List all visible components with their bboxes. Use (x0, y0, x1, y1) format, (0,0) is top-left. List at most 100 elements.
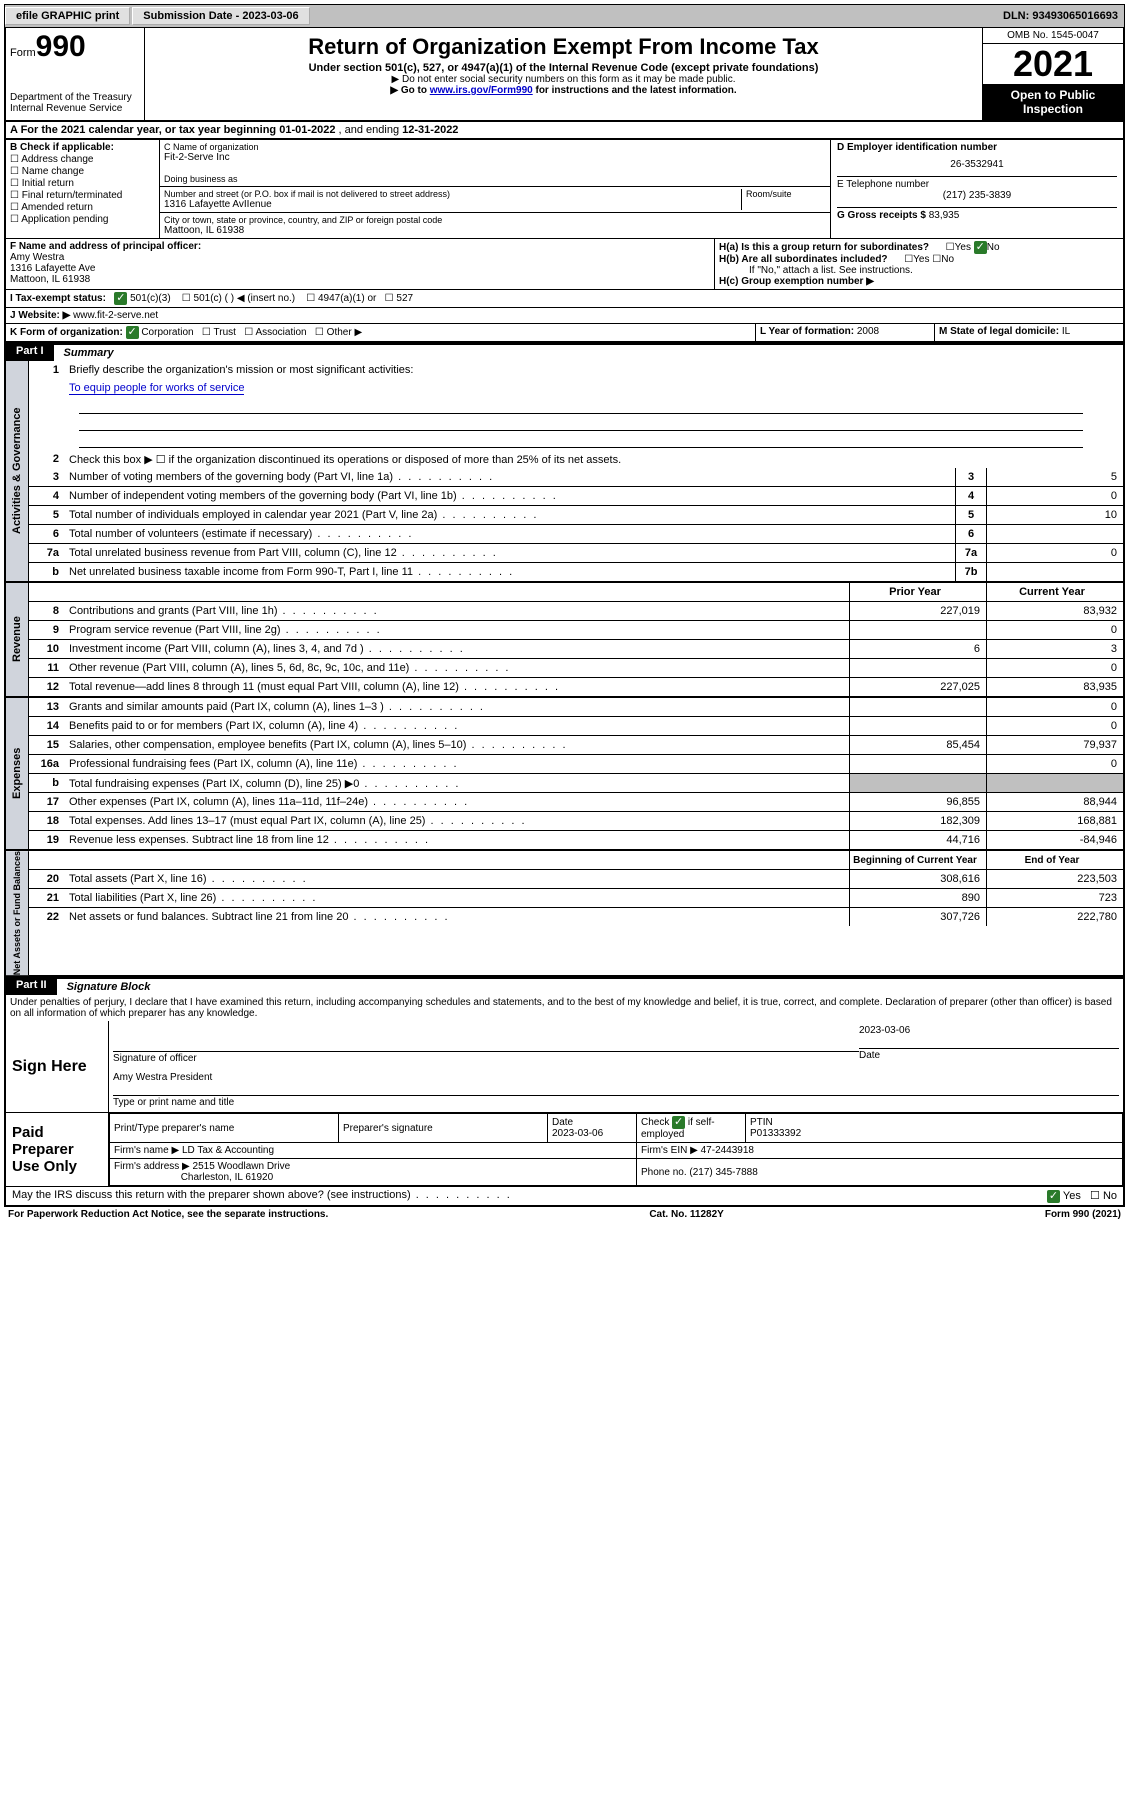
printed-name-label: Type or print name and title (113, 1095, 1119, 1108)
phone-label: E Telephone number (837, 179, 1117, 190)
officer-name: Amy Westra (10, 252, 64, 263)
table-row: 20 Total assets (Part X, line 16) 308,61… (29, 870, 1123, 889)
form-number: Form990 (10, 30, 140, 64)
prior-year-header: Prior Year (849, 583, 986, 601)
subtitle-3: ▶ Go to www.irs.gov/Form990 for instruct… (149, 85, 978, 96)
revenue-section: Revenue Prior Year Current Year 8 Contri… (4, 583, 1125, 698)
table-row: 9 Program service revenue (Part VIII, li… (29, 621, 1123, 640)
firm-addr1: 2515 Woodlawn Drive (193, 1161, 291, 1172)
table-row: 21 Total liabilities (Part X, line 26) 8… (29, 889, 1123, 908)
dln: DLN: 93493065016693 (1003, 10, 1124, 22)
top-bar: efile GRAPHIC print Submission Date - 20… (4, 4, 1125, 28)
table-row: b Total fundraising expenses (Part IX, c… (29, 774, 1123, 793)
net-assets-section: Net Assets or Fund Balances Beginning of… (4, 851, 1125, 977)
row-klm: K Form of organization: ✓ Corporation ☐ … (4, 324, 1125, 343)
table-row: 5 Total number of individuals employed i… (29, 506, 1123, 525)
sig-officer-label: Signature of officer (113, 1051, 859, 1064)
form-title: Return of Organization Exempt From Incom… (149, 34, 978, 60)
vtab-revenue: Revenue (6, 583, 29, 696)
signature-block: Sign Here Signature of officer 2023-03-0… (4, 1021, 1125, 1207)
governance-section: Activities & Governance 1 Briefly descri… (4, 361, 1125, 583)
table-row: 16a Professional fundraising fees (Part … (29, 755, 1123, 774)
website-value: www.fit-2-serve.net (73, 310, 158, 321)
table-row: b Net unrelated business taxable income … (29, 563, 1123, 581)
table-row: 10 Investment income (Part VIII, column … (29, 640, 1123, 659)
sig-date-label: Date (859, 1048, 1119, 1061)
header-mid: Return of Organization Exempt From Incom… (145, 28, 982, 120)
part-2-header: Part II Signature Block (4, 977, 1125, 995)
table-row: 19 Revenue less expenses. Subtract line … (29, 831, 1123, 849)
line-1-label: Briefly describe the organization's miss… (65, 362, 1123, 378)
chk-application-pending[interactable]: Application pending (10, 214, 155, 225)
begin-year-header: Beginning of Current Year (849, 851, 986, 869)
row-a-tax-year: A For the 2021 calendar year, or tax yea… (4, 122, 1125, 140)
officer-label: F Name and address of principal officer: (10, 241, 201, 252)
row-j-website: J Website: ▶ www.fit-2-serve.net (4, 308, 1125, 324)
table-row: 13 Grants and similar amounts paid (Part… (29, 698, 1123, 717)
check-icon: ✓ (114, 292, 127, 305)
form-header: Form990 Department of the Treasury Inter… (4, 28, 1125, 122)
penalty-statement: Under penalties of perjury, I declare th… (4, 995, 1125, 1021)
table-row: 15 Salaries, other compensation, employe… (29, 736, 1123, 755)
firm-name: LD Tax & Accounting (182, 1145, 274, 1156)
subtitle-1: Under section 501(c), 527, or 4947(a)(1)… (149, 62, 978, 74)
discuss-question: May the IRS discuss this return with the… (12, 1189, 512, 1203)
dba-label: Doing business as (164, 174, 826, 184)
preparer-table: Print/Type preparer's name Preparer's si… (109, 1113, 1123, 1186)
table-row: 14 Benefits paid to or for members (Part… (29, 717, 1123, 736)
gross-receipts: 83,935 (929, 210, 960, 221)
tax-year: 2021 (983, 44, 1123, 84)
table-row: 22 Net assets or fund balances. Subtract… (29, 908, 1123, 926)
city-state-zip: Mattoon, IL 61938 (164, 225, 826, 236)
table-row: 4 Number of independent voting members o… (29, 487, 1123, 506)
table-row: 12 Total revenue—add lines 8 through 11 … (29, 678, 1123, 696)
subtitle-2: ▶ Do not enter social security numbers o… (149, 74, 978, 85)
check-icon: ✓ (672, 1116, 685, 1129)
hc-label: H(c) Group exemption number ▶ (719, 276, 1119, 287)
page-footer: For Paperwork Reduction Act Notice, see … (4, 1207, 1125, 1222)
submission-label: Submission Date - (143, 10, 242, 22)
efile-button[interactable]: efile GRAPHIC print (5, 7, 130, 25)
open-public-badge: Open to Public Inspection (983, 84, 1123, 120)
chk-initial-return[interactable]: Initial return (10, 178, 155, 189)
footer-left: For Paperwork Reduction Act Notice, see … (8, 1209, 328, 1220)
firm-phone: (217) 345-7888 (689, 1167, 757, 1178)
row-i-tax-status: I Tax-exempt status: ✓ 501(c)(3) ☐ 501(c… (4, 290, 1125, 308)
end-year-header: End of Year (986, 851, 1123, 869)
ein-value: 26-3532941 (837, 159, 1117, 170)
vtab-governance: Activities & Governance (6, 361, 29, 581)
row-f-h: F Name and address of principal officer:… (4, 239, 1125, 290)
org-name: Fit-2-Serve Inc (164, 152, 826, 163)
part-1-header: Part I Summary (4, 343, 1125, 361)
state-domicile: IL (1062, 326, 1070, 337)
current-year-header: Current Year (986, 583, 1123, 601)
col-c-org-info: C Name of organization Fit-2-Serve Inc D… (160, 140, 831, 238)
footer-right: Form 990 (2021) (1045, 1209, 1121, 1220)
col-d-ein-phone: D Employer identification number 26-3532… (831, 140, 1123, 238)
ha-question: H(a) Is this a group return for subordin… (719, 241, 1119, 254)
table-row: 6 Total number of volunteers (estimate i… (29, 525, 1123, 544)
firm-addr2: Charleston, IL 61920 (181, 1172, 273, 1183)
ein-label: D Employer identification number (837, 142, 997, 153)
sign-here-label: Sign Here (6, 1021, 109, 1112)
ptin-value: P01333392 (750, 1128, 801, 1139)
table-row: 3 Number of voting members of the govern… (29, 468, 1123, 487)
irs-link[interactable]: www.irs.gov/Form990 (430, 85, 533, 96)
submission-date-button[interactable]: Submission Date - 2023-03-06 (132, 7, 309, 25)
table-row: 7a Total unrelated business revenue from… (29, 544, 1123, 563)
footer-mid: Cat. No. 11282Y (649, 1209, 723, 1220)
officer-printed-name: Amy Westra President (113, 1072, 1119, 1083)
section-bcd: B Check if applicable: Address change Na… (4, 140, 1125, 239)
chk-address-change[interactable]: Address change (10, 154, 155, 165)
chk-amended-return[interactable]: Amended return (10, 202, 155, 213)
chk-name-change[interactable]: Name change (10, 166, 155, 177)
header-left: Form990 Department of the Treasury Inter… (6, 28, 145, 120)
officer-addr1: 1316 Lafayette Ave (10, 263, 95, 274)
hb-question: H(b) Are all subordinates included? ☐Yes… (719, 254, 1119, 265)
org-name-label: C Name of organization (164, 142, 826, 152)
firm-ein: 47-2443918 (701, 1145, 754, 1156)
chk-final-return[interactable]: Final return/terminated (10, 190, 155, 201)
check-icon: ✓ (126, 326, 139, 339)
street-address: 1316 Lafayette AvIIenue (164, 199, 741, 210)
table-row: 8 Contributions and grants (Part VIII, l… (29, 602, 1123, 621)
